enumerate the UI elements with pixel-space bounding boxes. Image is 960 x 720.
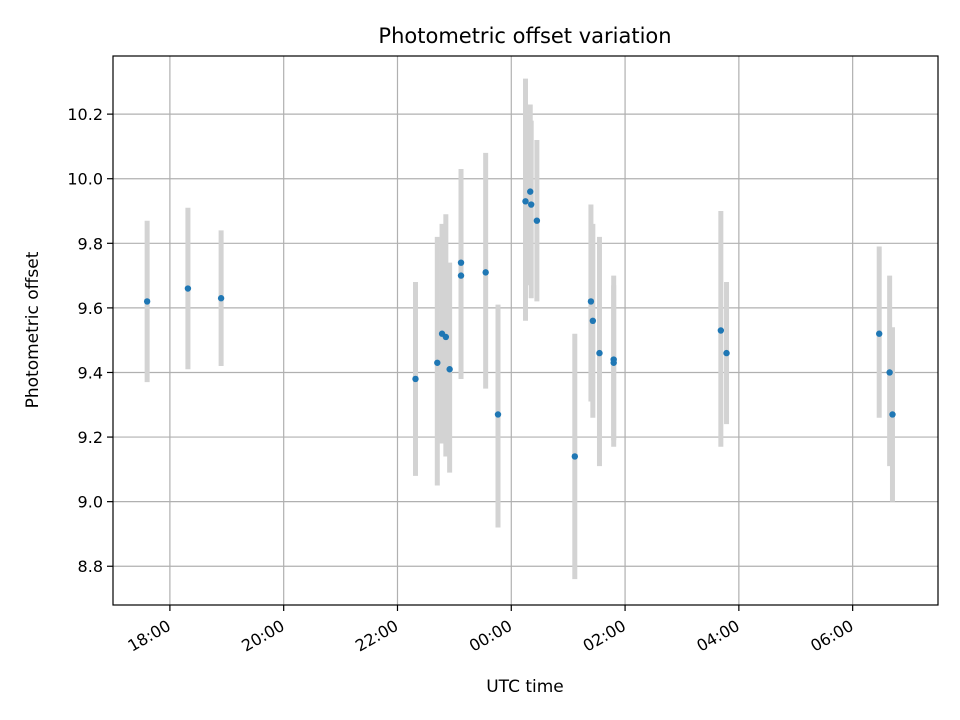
x-tick-label: 02:00 — [580, 616, 629, 656]
data-point — [610, 359, 617, 366]
data-point — [876, 330, 883, 337]
data-point — [527, 188, 534, 195]
data-point — [717, 327, 725, 334]
x-tick-label: 06:00 — [807, 616, 856, 656]
data-point — [886, 369, 893, 376]
x-tick-label: 00:00 — [466, 616, 515, 656]
data-point — [143, 298, 151, 305]
errorbar-layer — [144, 78, 895, 580]
x-tick-label: 20:00 — [238, 616, 287, 656]
y-tick-label: 9.4 — [78, 363, 103, 382]
y-tick-label: 9.8 — [78, 234, 103, 253]
data-point — [217, 295, 225, 302]
y-tick-label: 10.2 — [67, 105, 103, 124]
data-point — [412, 375, 419, 383]
data-point — [482, 269, 489, 276]
data-point — [571, 453, 579, 460]
x-tick-label: 04:00 — [693, 616, 742, 656]
plot-frame — [112, 55, 939, 606]
data-point — [442, 333, 450, 341]
chart-title: Photometric offset variation — [378, 24, 671, 48]
data-point — [494, 411, 502, 418]
y-tick-label: 9.0 — [78, 493, 103, 512]
data-point — [589, 317, 597, 325]
data-point — [434, 359, 441, 366]
x-tick-label: 22:00 — [352, 616, 401, 656]
y-tick-label: 8.8 — [78, 557, 103, 576]
point-layer — [143, 188, 896, 460]
data-point — [587, 298, 595, 305]
x-tick-label: 18:00 — [124, 616, 173, 656]
data-point — [457, 272, 465, 279]
data-point — [184, 285, 192, 292]
y-tick-label: 9.6 — [78, 299, 103, 318]
data-point — [527, 201, 535, 208]
data-point — [522, 198, 529, 205]
y-tick-label: 10.0 — [67, 170, 103, 189]
data-point — [457, 259, 465, 266]
x-axis-label: UTC time — [486, 677, 564, 697]
y-tick-label: 9.2 — [78, 428, 103, 447]
data-point — [446, 366, 453, 373]
y-axis-label: Photometric offset — [23, 251, 43, 408]
data-point — [533, 217, 541, 224]
data-point — [596, 349, 603, 357]
data-point — [889, 411, 896, 418]
data-point — [723, 349, 730, 357]
